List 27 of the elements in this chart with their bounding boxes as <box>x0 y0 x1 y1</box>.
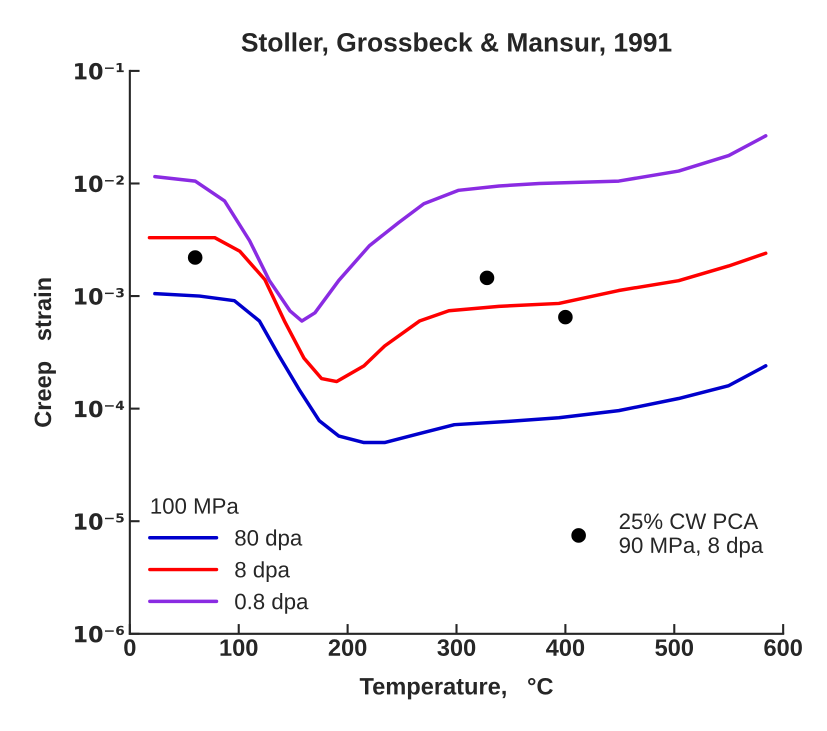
x-tick-label: 500 <box>655 639 694 656</box>
x-tick-label: 600 <box>764 639 802 656</box>
point <box>558 310 573 324</box>
line-series <box>148 236 768 384</box>
line-series <box>153 134 768 323</box>
legend-title: 100 MPa <box>152 498 239 514</box>
x-tick-label: 200 <box>328 639 366 656</box>
legend-label: 25% CW PCA 90 MPa, 8 dpa <box>620 513 764 558</box>
y-tick-label: 10⁻⁶ <box>75 626 124 643</box>
legend-label: 0.8 dpa <box>235 593 308 614</box>
legend-label: 80 dpa <box>235 529 302 550</box>
y-tick-label: 10⁻¹ <box>75 62 124 80</box>
y-tick-label: 10⁻⁵ <box>75 513 124 530</box>
x-tick-label: 300 <box>437 639 476 656</box>
chart-title: Stoller, Grossbeck & Mansur, 1991 <box>242 32 672 56</box>
y-tick-label: 10⁻² <box>75 175 124 192</box>
point <box>480 270 494 286</box>
x-tick-label: 0 <box>124 639 136 656</box>
y-axis-title: Creep strain <box>34 278 56 427</box>
legend-label: 8 dpa <box>235 561 290 582</box>
x-tick-label: 100 <box>220 639 258 656</box>
point <box>188 250 202 265</box>
line-series <box>153 292 768 444</box>
y-tick-label: 10⁻³ <box>75 288 124 305</box>
x-tick-label: 400 <box>546 639 584 656</box>
y-tick-label: 10⁻⁴ <box>75 400 124 418</box>
x-axis-title: Temperature, °C <box>360 678 553 700</box>
